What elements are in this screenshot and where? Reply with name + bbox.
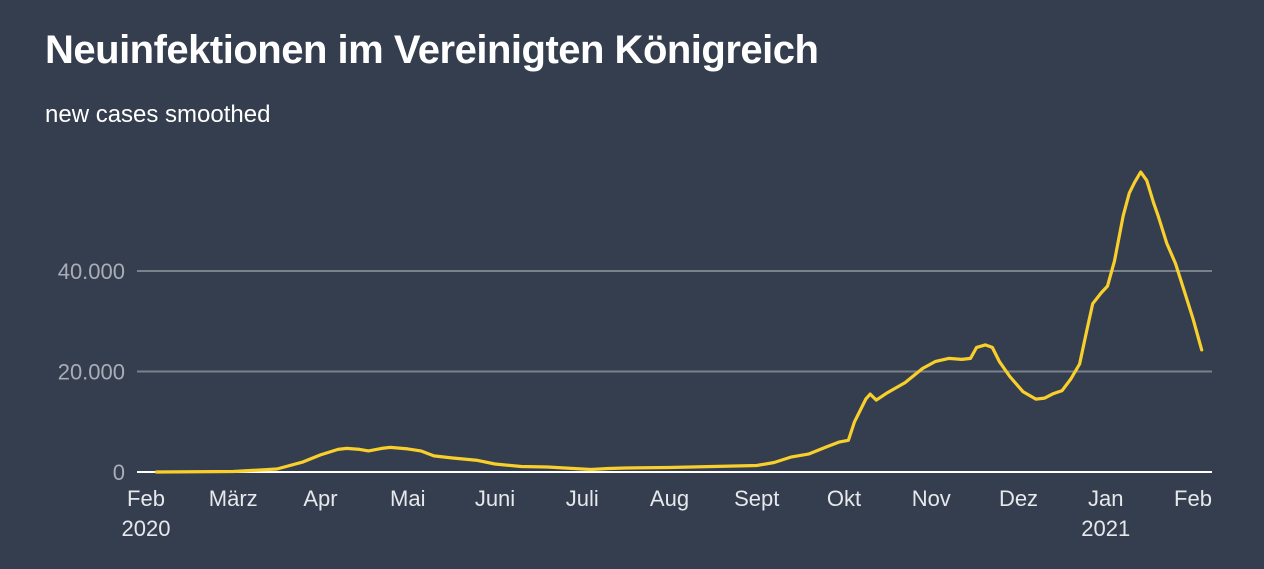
- x-tick-label: Feb: [127, 486, 165, 511]
- y-tick-label: 40.000: [58, 259, 125, 284]
- x-tick-year-label: 2020: [122, 516, 171, 541]
- chart-subtitle: new cases smoothed: [45, 101, 271, 128]
- x-tick-label: Sept: [734, 486, 779, 511]
- chart-title: Neuinfektionen im Vereinigten Königreich: [45, 28, 819, 72]
- x-tick-label: Aug: [650, 486, 689, 511]
- y-tick-label: 0: [113, 460, 125, 485]
- x-tick-label: Dez: [999, 486, 1038, 511]
- x-tick-label: Jan: [1088, 486, 1123, 511]
- x-tick-label: März: [209, 486, 258, 511]
- x-tick-label: Nov: [912, 486, 951, 511]
- x-tick-label: Apr: [303, 486, 337, 511]
- x-tick-label: Feb: [1174, 486, 1212, 511]
- x-tick-label: Mai: [390, 486, 425, 511]
- x-tick-label: Juni: [475, 486, 515, 511]
- x-tick-label: Okt: [827, 486, 861, 511]
- x-tick-label: Juli: [566, 486, 599, 511]
- series-line: [154, 170, 1204, 474]
- y-tick-label: 20.000: [58, 360, 125, 385]
- x-tick-year-label: 2021: [1081, 516, 1130, 541]
